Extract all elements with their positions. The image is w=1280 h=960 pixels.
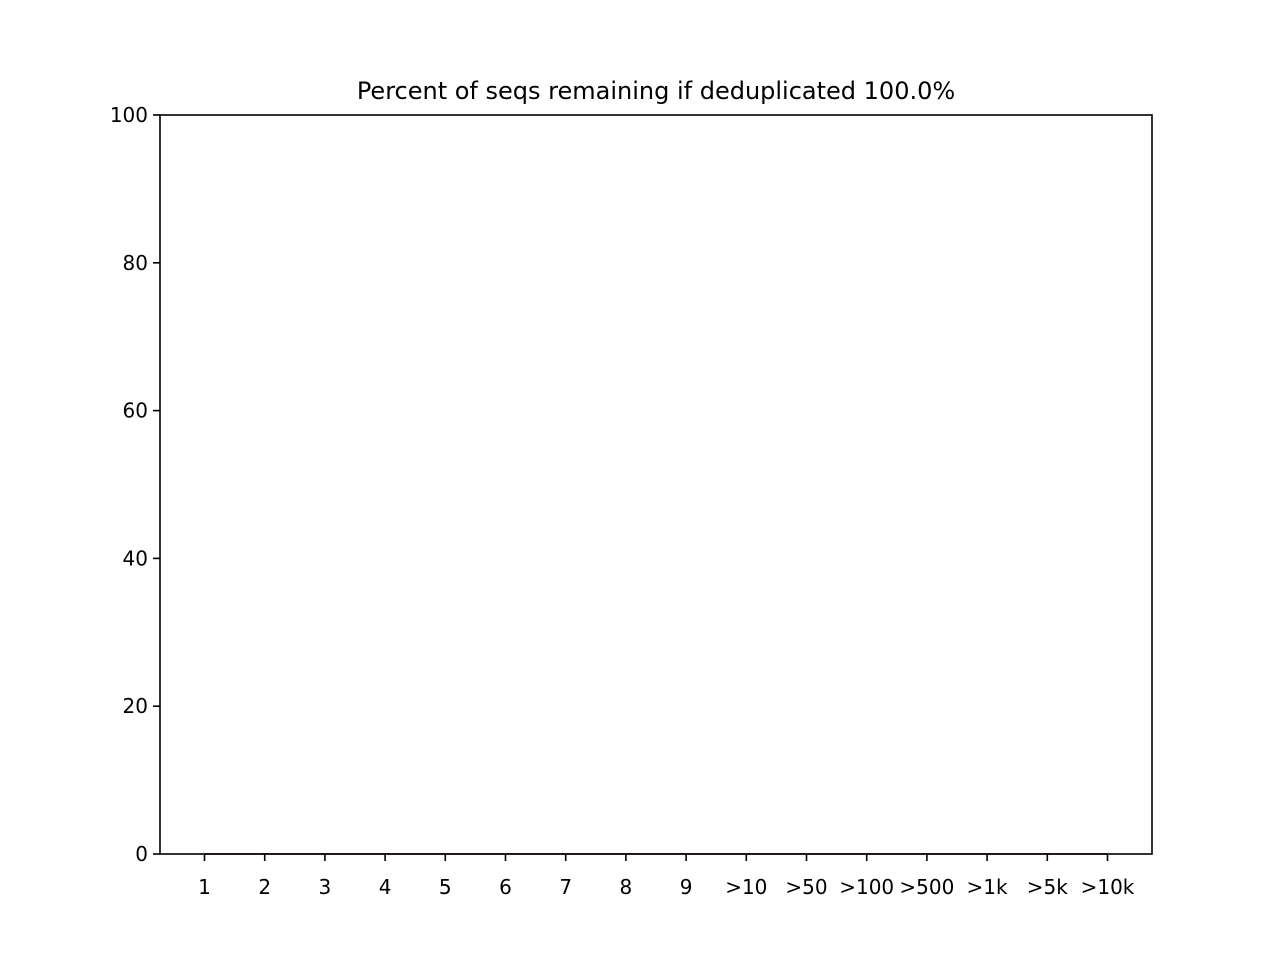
- y-tick-label: 40: [123, 546, 148, 570]
- x-tick-label: 7: [559, 875, 572, 899]
- x-tick-label: 3: [319, 875, 332, 899]
- x-tick-label: 6: [499, 875, 512, 899]
- y-tick-label: 100: [110, 103, 148, 127]
- chart-title: Percent of seqs remaining if deduplicate…: [357, 77, 955, 105]
- x-tick-label: 1: [198, 875, 211, 899]
- x-axis: 1 2 3 4 5 6 7 8 9 >10 >50 >100 >500 >1k >5k >10k: [198, 854, 1135, 899]
- x-tick-label: 8: [620, 875, 633, 899]
- x-tick-label: >50: [785, 875, 827, 899]
- y-tick-label: 20: [123, 694, 148, 718]
- x-tick-label: >500: [899, 875, 954, 899]
- x-tick-label: 2: [258, 875, 271, 899]
- x-tick-label: >1k: [967, 875, 1008, 899]
- y-tick-label: 0: [135, 842, 148, 866]
- x-tick-label: >100: [839, 875, 894, 899]
- x-tick-label: 4: [379, 875, 392, 899]
- plot-area-frame: [159, 114, 1153, 855]
- y-axis: 0 20 40 60 80 100: [110, 103, 160, 866]
- y-tick-label: 80: [123, 251, 148, 275]
- x-tick-label: 5: [439, 875, 452, 899]
- x-tick-label: >10k: [1081, 875, 1135, 899]
- x-tick-label: >10: [725, 875, 767, 899]
- x-tick-label: 9: [680, 875, 693, 899]
- y-tick-label: 60: [123, 399, 148, 423]
- x-tick-label: >5k: [1027, 875, 1068, 899]
